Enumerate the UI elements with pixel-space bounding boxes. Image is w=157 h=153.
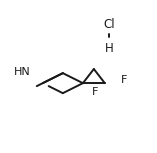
Text: F: F: [92, 87, 98, 97]
Text: HN: HN: [14, 67, 31, 77]
Text: H: H: [105, 42, 113, 55]
Text: Cl: Cl: [103, 18, 115, 31]
Text: F: F: [121, 75, 128, 85]
